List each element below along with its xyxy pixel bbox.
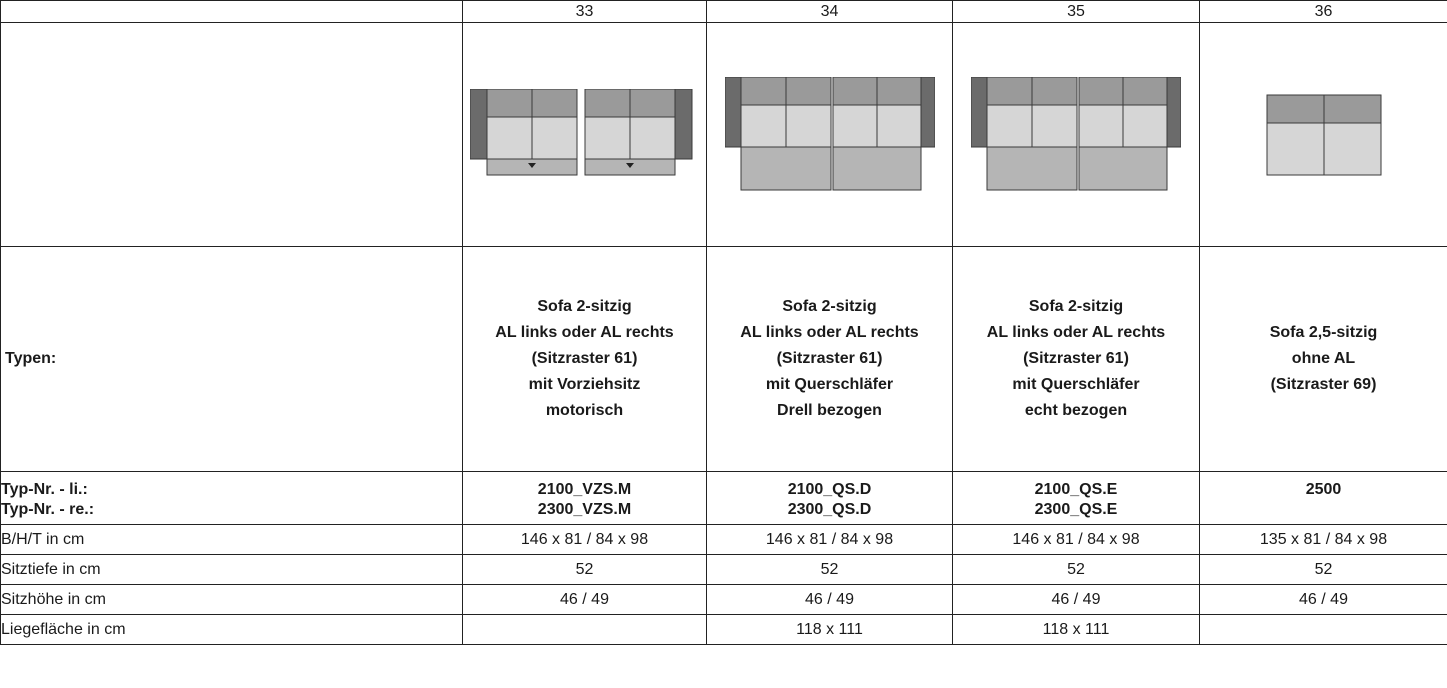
diagram-cell-35 [952, 22, 1200, 247]
diagram-cell-34 [706, 22, 953, 247]
header-label-cell [0, 0, 463, 23]
sitzhoehe-value-34: 46 / 49 [706, 584, 953, 615]
sitzhoehe-value-35: 46 / 49 [952, 584, 1200, 615]
diagram-cell-33 [462, 22, 707, 247]
sitztiefe-label: Sitztiefe in cm [0, 554, 463, 585]
type-line: AL links oder AL rechts [740, 324, 919, 341]
sitztiefe-value-36: 52 [1199, 554, 1447, 585]
sofa-querschlaefer-diagram-icon [971, 76, 1181, 190]
typ-nr-li-label: Typ-Nr. - li.: [1, 481, 88, 498]
typ-nr-label-cell: Typ-Nr. - li.: Typ-Nr. - re.: [0, 471, 463, 525]
typen-label: Typen: [0, 246, 463, 472]
sitztiefe-value-35: 52 [952, 554, 1200, 585]
type-line: Sofa 2-sitzig [1028, 298, 1124, 315]
type-description-35: Sofa 2-sitzig AL links oder AL rechts (S… [952, 246, 1200, 472]
type-line: motorisch [545, 402, 624, 419]
sofa-vorziehsitz-diagram-icon [469, 88, 692, 175]
product-spec-table: 33 34 35 36 [0, 0, 1447, 645]
sitzhoehe-value-33: 46 / 49 [462, 584, 707, 615]
typ-nr-re [1200, 500, 1447, 520]
sitztiefe-row: Sitztiefe in cm 52 52 52 52 [0, 554, 1447, 585]
type-description-36: Sofa 2,5-sitzig ohne AL (Sitzraster 69) [1199, 246, 1447, 472]
bht-value-36: 135 x 81 / 84 x 98 [1199, 524, 1447, 555]
typ-nr-row: Typ-Nr. - li.: Typ-Nr. - re.: 2100_VZS.M… [0, 471, 1447, 525]
type-description-34: Sofa 2-sitzig AL links oder AL rechts (S… [706, 246, 953, 472]
type-line: (Sitzraster 61) [531, 350, 638, 367]
type-line: (Sitzraster 61) [776, 350, 883, 367]
typ-nr-re: 2300_QS.E [1034, 501, 1118, 518]
bht-value-35: 146 x 81 / 84 x 98 [952, 524, 1200, 555]
sitzhoehe-label: Sitzhöhe in cm [0, 584, 463, 615]
column-number-36: 36 [1199, 0, 1447, 23]
bht-row: B/H/T in cm 146 x 81 / 84 x 98 146 x 81 … [0, 524, 1447, 555]
liegeflaeche-value-33 [462, 614, 707, 645]
liegeflaeche-label: Liegefläche in cm [0, 614, 463, 645]
typ-nr-li: 2100_VZS.M [537, 481, 632, 498]
typ-nr-cell-34: 2100_QS.D 2300_QS.D [706, 471, 953, 525]
diagram-label-cell [0, 22, 463, 247]
typ-nr-re-label: Typ-Nr. - re.: [1, 501, 95, 518]
type-line: Drell bezogen [777, 402, 882, 419]
sitztiefe-value-33: 52 [462, 554, 707, 585]
type-line: mit Querschläfer [765, 376, 894, 393]
diagram-cell-36 [1199, 22, 1447, 247]
typen-row: Typen: Sofa 2-sitzig AL links oder AL re… [0, 246, 1447, 472]
typ-nr-cell-33: 2100_VZS.M 2300_VZS.M [462, 471, 707, 525]
diagram-row [0, 22, 1447, 247]
bht-value-33: 146 x 81 / 84 x 98 [462, 524, 707, 555]
type-description-33: Sofa 2-sitzig AL links oder AL rechts (S… [462, 246, 707, 472]
bht-value-34: 146 x 81 / 84 x 98 [706, 524, 953, 555]
bht-label: B/H/T in cm [0, 524, 463, 555]
sofa-querschlaefer-diagram-icon [724, 76, 935, 190]
type-line: ohne AL [1291, 350, 1356, 367]
liegeflaeche-row: Liegefläche in cm 118 x 111 118 x 111 [0, 614, 1447, 645]
column-number-35: 35 [952, 0, 1200, 23]
column-number-33: 33 [462, 0, 707, 23]
type-line: Sofa 2-sitzig [782, 298, 877, 315]
typ-nr-cell-35: 2100_QS.E 2300_QS.E [952, 471, 1200, 525]
liegeflaeche-value-36 [1199, 614, 1447, 645]
sitzhoehe-value-36: 46 / 49 [1199, 584, 1447, 615]
type-line: mit Vorziehsitz [528, 376, 641, 393]
typ-nr-cell-36: 2500 [1199, 471, 1447, 525]
column-number-34: 34 [706, 0, 953, 23]
sofa-2-5-sitzig-diagram-icon [1266, 94, 1381, 175]
typ-nr-re: 2300_VZS.M [537, 501, 632, 518]
type-line: mit Querschläfer [1012, 376, 1140, 393]
liegeflaeche-value-35: 118 x 111 [952, 614, 1200, 645]
typ-nr-li: 2100_QS.E [1034, 481, 1118, 498]
sitztiefe-value-34: 52 [706, 554, 953, 585]
type-line: Sofa 2,5-sitzig [1269, 324, 1378, 341]
type-line: AL links oder AL rechts [986, 324, 1166, 341]
typ-nr-li: 2500 [1305, 481, 1342, 498]
type-line: Sofa 2-sitzig [537, 298, 632, 315]
type-line: echt bezogen [1024, 402, 1128, 419]
header-row: 33 34 35 36 [0, 0, 1447, 23]
typ-nr-re: 2300_QS.D [787, 501, 872, 518]
type-line: (Sitzraster 61) [1023, 350, 1129, 367]
type-line: AL links oder AL rechts [495, 324, 674, 341]
typ-nr-li: 2100_QS.D [787, 481, 872, 498]
type-line: (Sitzraster 69) [1270, 376, 1377, 393]
sitzhoehe-row: Sitzhöhe in cm 46 / 49 46 / 49 46 / 49 4… [0, 584, 1447, 615]
liegeflaeche-value-34: 118 x 111 [706, 614, 953, 645]
